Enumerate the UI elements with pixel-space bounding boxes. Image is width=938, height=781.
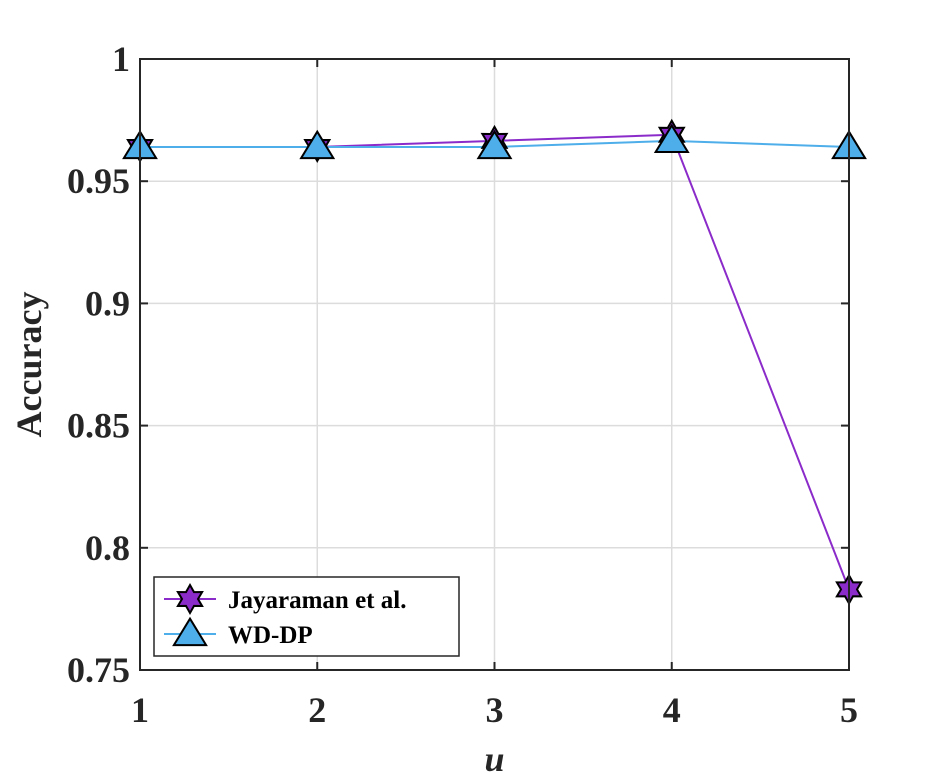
x-tick-label: 1: [131, 690, 149, 730]
legend-label-2: WD-DP: [228, 622, 313, 649]
y-tick-label: 0.85: [67, 406, 130, 446]
x-tick-label: 4: [663, 690, 681, 730]
series-2-marker: [476, 129, 513, 160]
x-tick-label: 2: [308, 690, 326, 730]
y-tick-label: 0.9: [85, 283, 130, 323]
series-2-marker: [653, 123, 690, 153]
legend-label-1: Jayaraman et al.: [228, 587, 406, 614]
x-tick-label: 3: [486, 690, 504, 730]
y-tick-label: 0.8: [85, 528, 130, 568]
legend-marker-2: [172, 616, 208, 647]
y-axis-label: Accuracy: [9, 292, 49, 438]
series-2-marker: [299, 129, 336, 160]
legend: Jayaraman et al. WD-DP: [153, 576, 460, 657]
y-tick-label: 1: [112, 39, 130, 79]
legend-marker-1: [176, 582, 204, 616]
y-tick-label: 0.95: [67, 161, 130, 201]
axis-ticks: 1 2 3 4 5 0.75 0.8 0.85 0.9 0.95 1: [67, 39, 858, 730]
y-tick-label: 0.75: [67, 650, 130, 690]
x-axis-label: u: [484, 739, 504, 779]
x-tick-label: 5: [840, 690, 858, 730]
